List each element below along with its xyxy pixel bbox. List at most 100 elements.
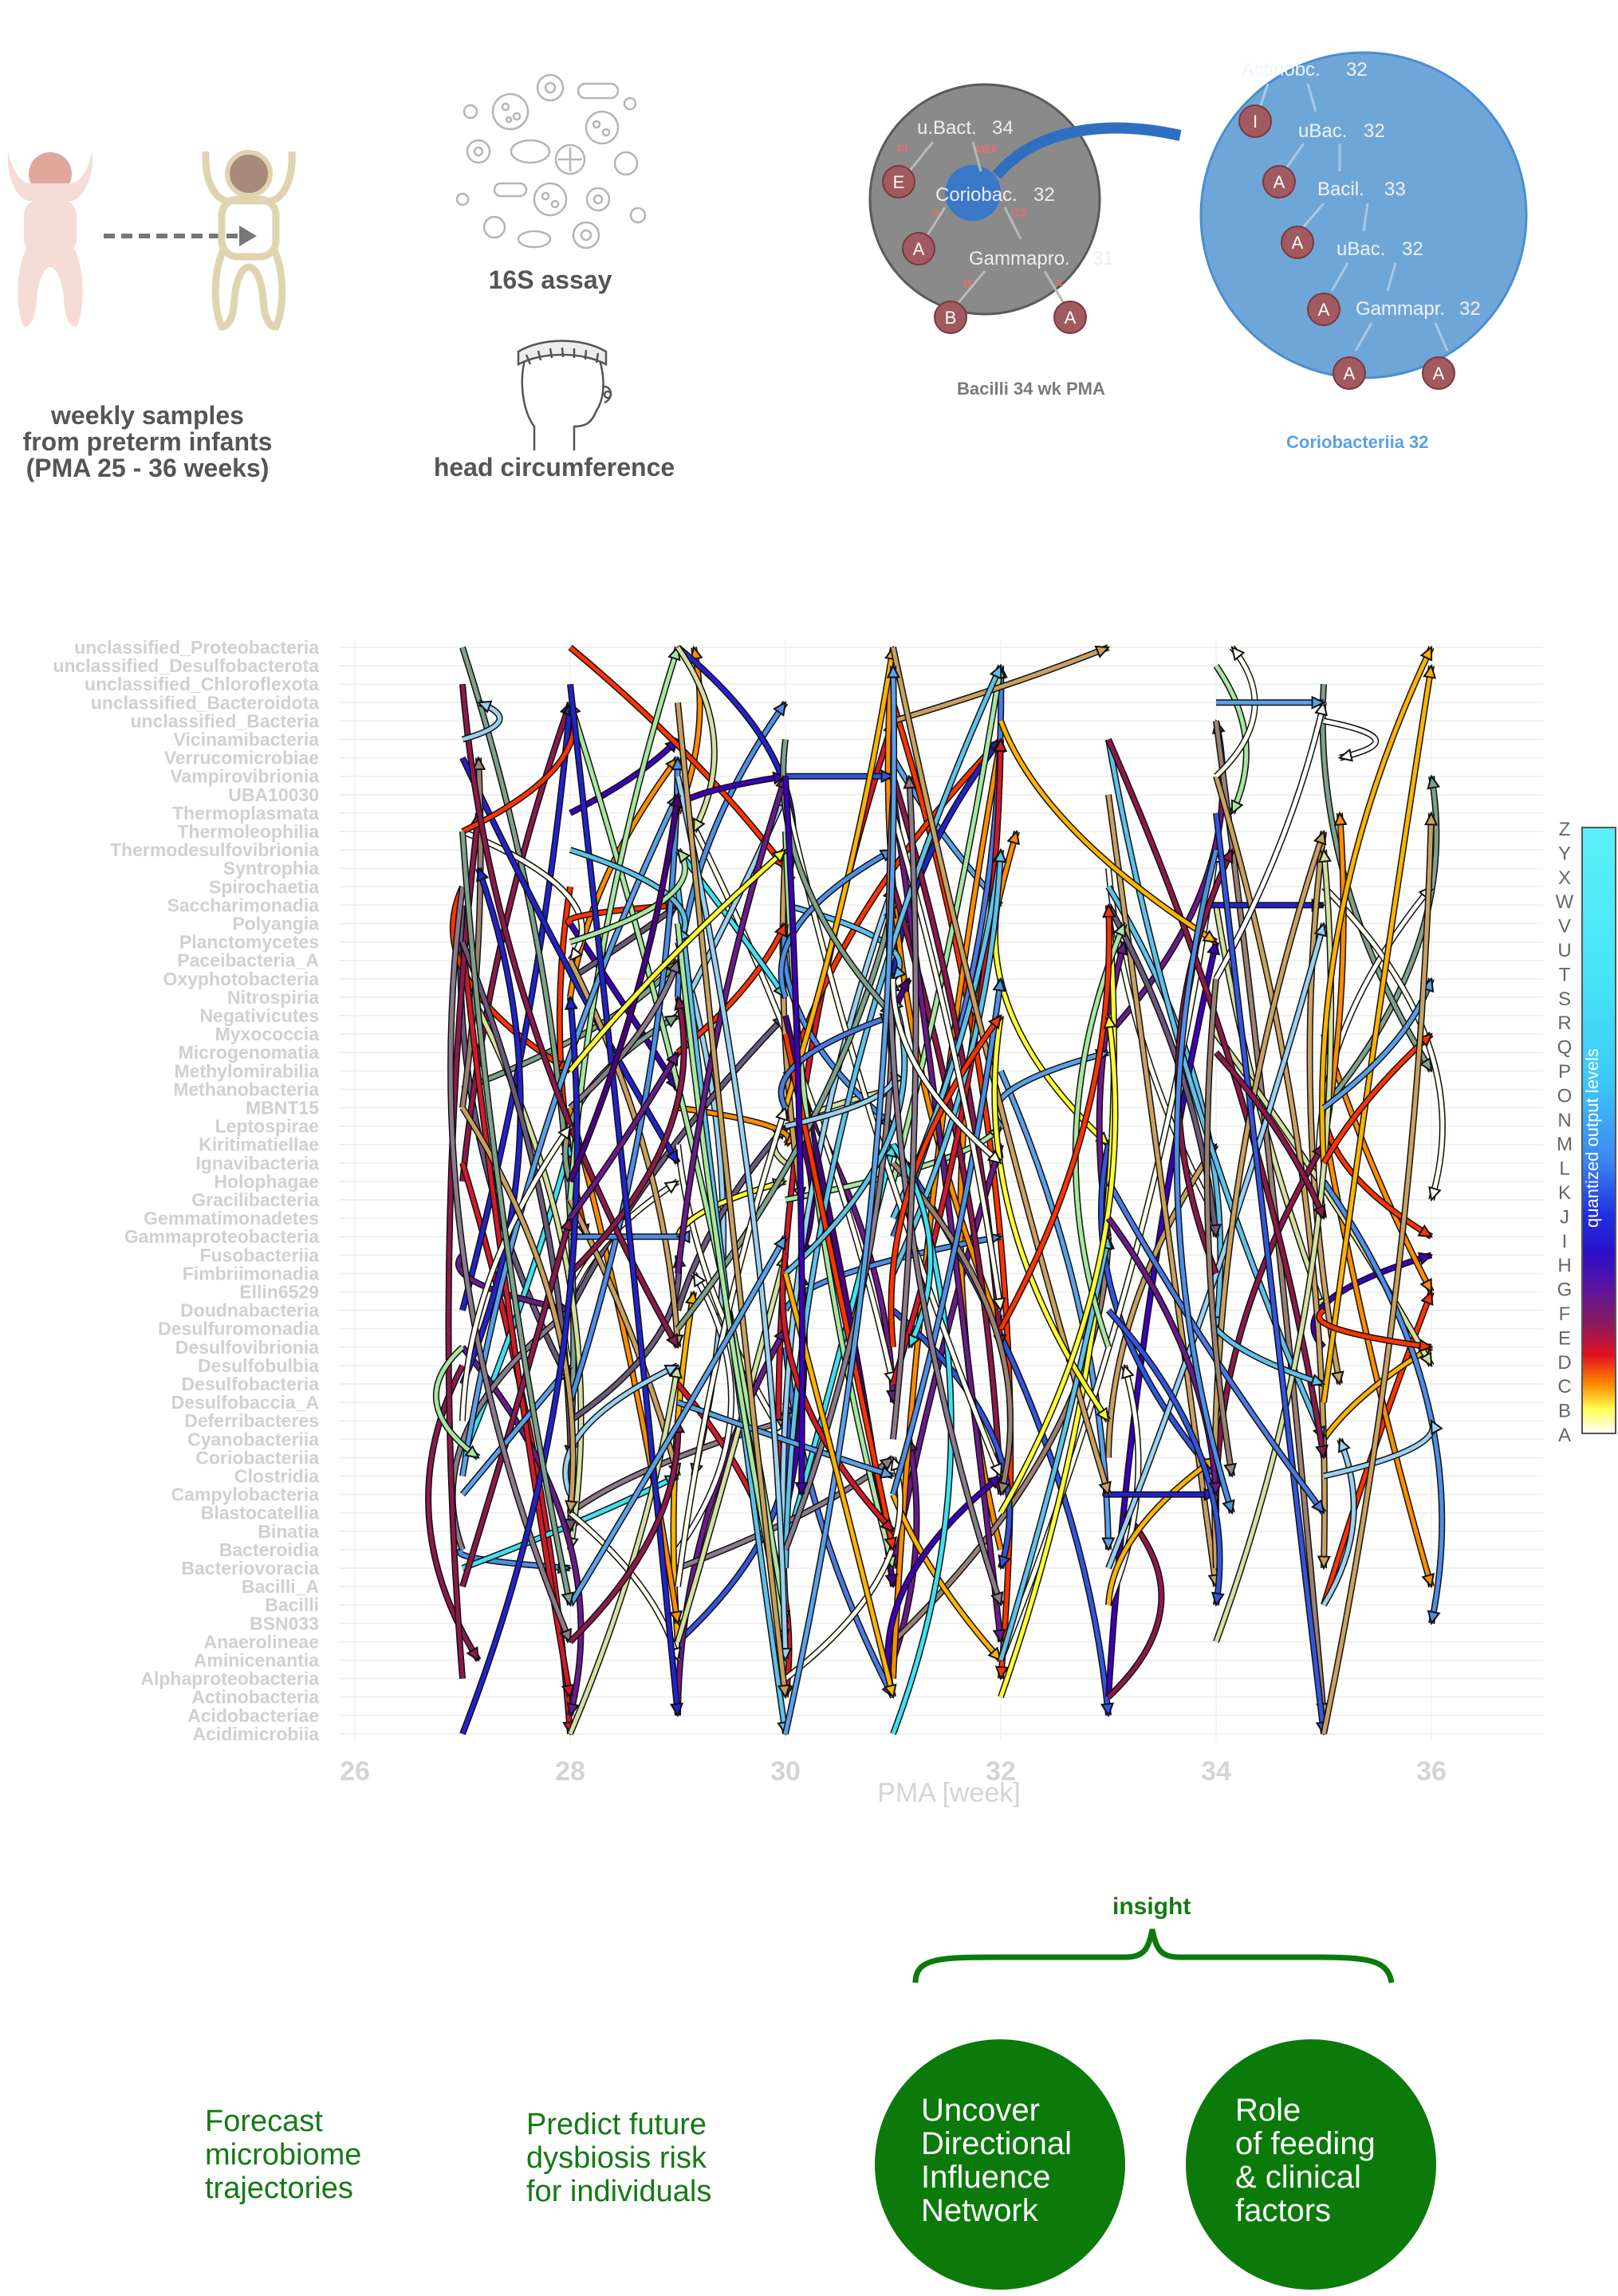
y-tick-label: Anaerolineae (204, 1631, 319, 1652)
svg-text:A: A (1433, 364, 1445, 383)
svg-text:Gammapr.: Gammapr. (1356, 298, 1445, 320)
arrow-head (992, 1297, 1006, 1312)
arrow-head (1417, 1252, 1434, 1265)
arrow-head (879, 1456, 895, 1471)
arrow-head (566, 1701, 581, 1718)
svg-text:FI: FI (897, 143, 907, 156)
network-diagram: u.Bact. 34 Coriobac. 32 Gammapro. 31 FI ABX… (868, 51, 1528, 452)
arrow-head (663, 1364, 680, 1378)
y-tick-label: Bacilli (265, 1594, 319, 1615)
arrow-head (561, 1684, 575, 1699)
y-tick-label: MBNT15 (246, 1098, 319, 1119)
y-tick-label: Gracilibacteria (191, 1189, 319, 1210)
arrow-head (884, 1573, 899, 1589)
trajectory-arrow (569, 903, 679, 981)
trajectory-arrow (675, 775, 788, 1274)
arrow-head (472, 756, 486, 771)
trajectory-arrow (1106, 739, 1326, 1441)
svg-text:E: E (893, 172, 905, 192)
arrow-head (892, 965, 907, 981)
y-tick-label: Negativicutes (199, 1005, 319, 1026)
legend-letter: D (1557, 1352, 1571, 1374)
trajectory-arrow (891, 647, 1111, 1496)
svg-text:A: A (1344, 364, 1356, 383)
trajectory-arrow (1308, 831, 1342, 1385)
trajectory-arrow (1321, 665, 1434, 1403)
arrow-head (1430, 1419, 1443, 1435)
arrow-head (1313, 829, 1327, 846)
y-tick-label: unclassified_Proteobacteria (74, 637, 319, 658)
arrow-head (1317, 847, 1332, 863)
y-tick-label: Desulfuromonadia (158, 1319, 319, 1339)
trajectory-arrow (891, 1143, 933, 1348)
trajectory-arrow (460, 1217, 573, 1587)
arrow-head (771, 848, 787, 863)
y-tick-label: Polyangia (232, 914, 319, 934)
trajectory-arrow (779, 847, 895, 998)
legend-letter: K (1558, 1182, 1571, 1204)
svg-text:A: A (1274, 172, 1285, 192)
arrow-head (1211, 1591, 1225, 1607)
x-tick-label: 36 (1416, 1756, 1447, 1787)
arrow-head (1337, 748, 1353, 762)
uncover-line1: Uncover (921, 2093, 1040, 2128)
predict-line1: Predict future (526, 2108, 707, 2141)
trajectory-arrow (568, 757, 680, 1403)
y-tick-label: Fimbriimonadia (183, 1263, 319, 1284)
arrow-head (1427, 1610, 1441, 1626)
y-tick-label: unclassified_Bacteroidota (91, 692, 320, 713)
legend-letter: X (1558, 867, 1571, 889)
arrow-head (994, 1665, 1009, 1681)
y-tick-label: unclassified_Desulfobacterota (53, 655, 319, 676)
arrow-head (663, 1180, 679, 1194)
arrow-head (476, 700, 493, 714)
arrow-head (559, 1627, 572, 1644)
arrow-head (1423, 663, 1437, 679)
trajectory-arrow (1214, 1051, 1326, 1220)
y-tick-label: Holophagae (214, 1171, 319, 1192)
trajectory-arrow (783, 776, 805, 1495)
y-tick-label: Leptospirae (215, 1116, 319, 1137)
y-tick-label: Deferribacteres (184, 1410, 319, 1431)
trajectory-arrow (675, 1144, 788, 1441)
arrow-head (794, 1482, 809, 1496)
arrow-head (1098, 1480, 1112, 1496)
chart-y-labels: unclassified_Proteobacteriaunclassified_… (53, 637, 319, 1744)
svg-text:CZ: CZ (1011, 206, 1027, 220)
trajectory-arrow (434, 1345, 480, 1460)
trajectory-arrow (675, 1327, 788, 1716)
arrow-head (1207, 940, 1220, 956)
y-tick-label: Doudnabacteria (180, 1300, 319, 1321)
arrow-head (1207, 1223, 1222, 1239)
legend-letter: S (1558, 989, 1571, 1010)
legend-letter: E (1558, 1327, 1571, 1349)
forecast-line1: Forecast (205, 2105, 323, 2138)
arrow-head (663, 1014, 679, 1028)
trajectory-arrow (891, 978, 1003, 1496)
y-tick-label: Syntrophia (223, 858, 319, 879)
head-measure-icon (517, 340, 612, 450)
arrow-head (669, 1702, 684, 1718)
trajectory-arrow (1214, 646, 1257, 778)
x-tick-label: 26 (340, 1756, 370, 1787)
trajectory-arrow (998, 1015, 1118, 1514)
infant-caption-line3: (PMA 25 - 36 weeks) (26, 454, 270, 482)
blue-network-nodes: Actinobc. 32 uBac. 32 Bacil. 33 uBac. 32 Gam… (1242, 59, 1481, 320)
trajectory-arrow (675, 776, 788, 1661)
svg-text:I: I (1253, 112, 1258, 132)
arrow-head (674, 995, 687, 1011)
y-tick-label: Desulfovibrionia (175, 1337, 319, 1358)
arrow-head (879, 1465, 896, 1479)
arrow-head (564, 995, 578, 1011)
arrow-head (1094, 645, 1111, 659)
grey-network-caption: Bacilli 34 wk PMA (957, 379, 1105, 399)
trajectory-arrow (783, 665, 1003, 1569)
arrow-head (989, 664, 1002, 680)
arrow-head (1317, 1555, 1331, 1571)
arrow-head (897, 977, 911, 993)
y-tick-label: Myxococcia (215, 1024, 320, 1044)
y-tick-label: Bacteriovoracia (181, 1558, 319, 1578)
infant-caption-line2: from preterm infants (22, 427, 273, 456)
y-tick-label: Thermoleophilia (177, 821, 319, 842)
arrow-head (476, 867, 490, 883)
